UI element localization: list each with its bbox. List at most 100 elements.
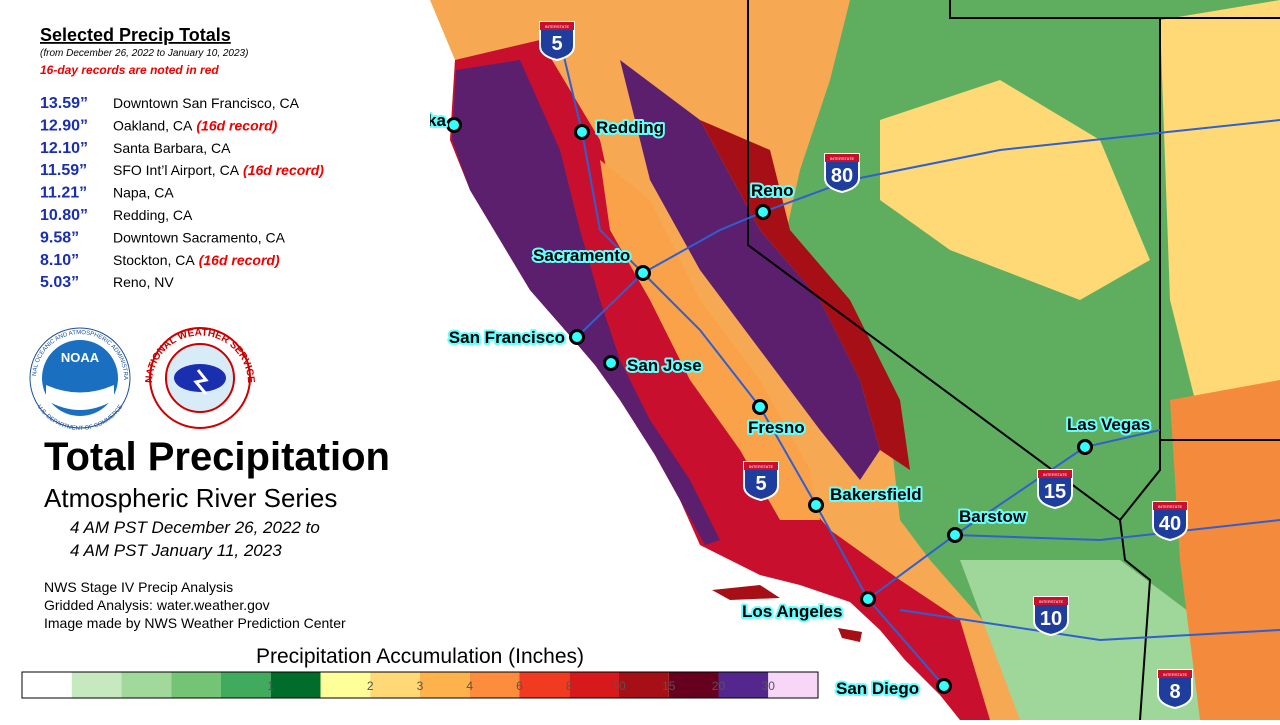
city-dot bbox=[755, 204, 771, 220]
city-label: Fresno bbox=[748, 418, 805, 437]
city-dot bbox=[603, 355, 619, 371]
legend-swatch bbox=[519, 672, 570, 698]
total-record: (16d record) bbox=[196, 117, 277, 133]
legend-frame bbox=[21, 671, 819, 699]
legend-swatch bbox=[22, 672, 72, 698]
shield-number: 8 bbox=[1169, 681, 1180, 703]
yellow-patch bbox=[1160, 0, 1280, 420]
total-value: 10.80” bbox=[40, 207, 88, 224]
totals-note: 16-day records are noted in red bbox=[40, 63, 219, 77]
yellow-patch bbox=[880, 80, 1150, 300]
legend-swatch bbox=[320, 672, 371, 698]
total-value: 8.10” bbox=[40, 252, 79, 269]
city-label: San Diego bbox=[836, 679, 919, 698]
legend-swatch bbox=[668, 672, 719, 698]
road bbox=[867, 429, 1161, 600]
totals-subtitle: (from December 26, 2022 to January 10, 2… bbox=[40, 48, 248, 59]
shields: INTERSTATE 5 INTERSTATE 80 INTERSTATE 5 INTERS… bbox=[539, 21, 1193, 710]
city-label: San Jose bbox=[627, 356, 702, 375]
city-dot bbox=[635, 265, 651, 281]
city-label: Sacramento bbox=[533, 246, 630, 265]
islands bbox=[712, 585, 780, 600]
main-subtitle: Atmospheric River Series bbox=[44, 483, 337, 513]
shield-label: INTERSTATE bbox=[545, 24, 570, 29]
total-record: (16d record) bbox=[243, 162, 324, 178]
legend-label: 8 bbox=[566, 679, 573, 693]
legend-swatch bbox=[270, 672, 321, 698]
total-place: SFO Int’l Airport, CA bbox=[113, 162, 240, 178]
shield bbox=[1152, 501, 1188, 542]
legend-swatch bbox=[768, 672, 818, 698]
legend-swatch bbox=[221, 672, 271, 698]
valley-orange bbox=[600, 160, 820, 520]
road bbox=[954, 519, 1280, 542]
city-dot bbox=[808, 497, 824, 513]
legend-swatch bbox=[619, 672, 669, 698]
total-value: 12.90” bbox=[40, 117, 88, 134]
total-place: Oakland, CA bbox=[113, 117, 193, 133]
green-light bbox=[960, 560, 1200, 720]
legend-swatch bbox=[121, 672, 172, 698]
total-place: Redding, CA bbox=[113, 207, 193, 223]
shield-label: INTERSTATE bbox=[1043, 472, 1068, 477]
total-place: Downtown Sacramento, CA bbox=[113, 229, 286, 245]
shield-label: INTERSTATE bbox=[1158, 504, 1183, 509]
legend-label: 2 bbox=[367, 679, 374, 693]
shield-label: INTERSTATE bbox=[1039, 599, 1064, 604]
sierra-purple bbox=[620, 60, 880, 480]
total-value: 12.10” bbox=[40, 140, 88, 157]
shield-label: INTERSTATE bbox=[749, 464, 774, 469]
legend-swatch bbox=[569, 672, 619, 698]
city-dot bbox=[860, 591, 876, 607]
total-place: Napa, CA bbox=[113, 185, 174, 201]
legend-label: 6 bbox=[516, 679, 523, 693]
total-value: 11.59” bbox=[40, 162, 87, 179]
city-dot bbox=[947, 527, 963, 543]
city-dot bbox=[574, 124, 590, 140]
city-dot bbox=[446, 117, 462, 133]
shield bbox=[743, 461, 779, 502]
legend-title: Precipitation Accumulation (Inches) bbox=[256, 645, 584, 668]
legend-label: 4 bbox=[466, 679, 473, 693]
shield bbox=[1033, 596, 1069, 637]
noaa-text: NOAA bbox=[61, 350, 100, 365]
shield bbox=[1157, 669, 1193, 710]
shield-top bbox=[1034, 597, 1068, 605]
credit: Gridded Analysis: water.weather.gov bbox=[44, 597, 270, 613]
legend-label: 30 bbox=[762, 679, 776, 693]
period-end: 4 AM PST January 11, 2023 bbox=[70, 541, 282, 560]
shield-top bbox=[1153, 502, 1187, 510]
period-start: 4 AM PST December 26, 2022 to bbox=[70, 518, 320, 537]
legend-swatch bbox=[469, 672, 520, 698]
total-place: Downtown San Francisco, CA bbox=[113, 95, 300, 111]
legend-label: 1 bbox=[267, 679, 274, 693]
total-value: 5.03” bbox=[40, 274, 79, 291]
shield-number: 10 bbox=[1040, 608, 1062, 630]
shield-top bbox=[825, 154, 859, 162]
credit: Image made by NWS Weather Prediction Cen… bbox=[44, 615, 346, 631]
total-value: 11.21” bbox=[40, 185, 87, 202]
city-label: Bakersfield bbox=[830, 485, 922, 504]
shield-top bbox=[744, 462, 778, 470]
city-dot bbox=[1077, 439, 1093, 455]
shield-top bbox=[540, 22, 574, 30]
legend-swatch bbox=[718, 672, 769, 698]
total-value: 13.59” bbox=[40, 95, 88, 112]
cities: EurekaReddingRenoSacramentoSan Francisco… bbox=[387, 109, 1152, 700]
city-label: San Francisco bbox=[449, 328, 565, 347]
map bbox=[430, 0, 1280, 721]
state-border bbox=[949, 0, 1280, 19]
sierra-red bbox=[700, 120, 910, 470]
total-place: Stockton, CA bbox=[113, 252, 195, 268]
total-record: (16d record) bbox=[199, 252, 280, 268]
legend-label: 20 bbox=[712, 679, 726, 693]
legend-label: 3 bbox=[417, 679, 424, 693]
shield-top bbox=[1158, 670, 1192, 678]
islands bbox=[838, 628, 862, 642]
city-label: Los Angeles bbox=[742, 602, 842, 621]
road bbox=[559, 39, 945, 687]
city-dot bbox=[569, 329, 585, 345]
borders bbox=[747, 0, 1280, 721]
shield bbox=[1037, 469, 1073, 510]
